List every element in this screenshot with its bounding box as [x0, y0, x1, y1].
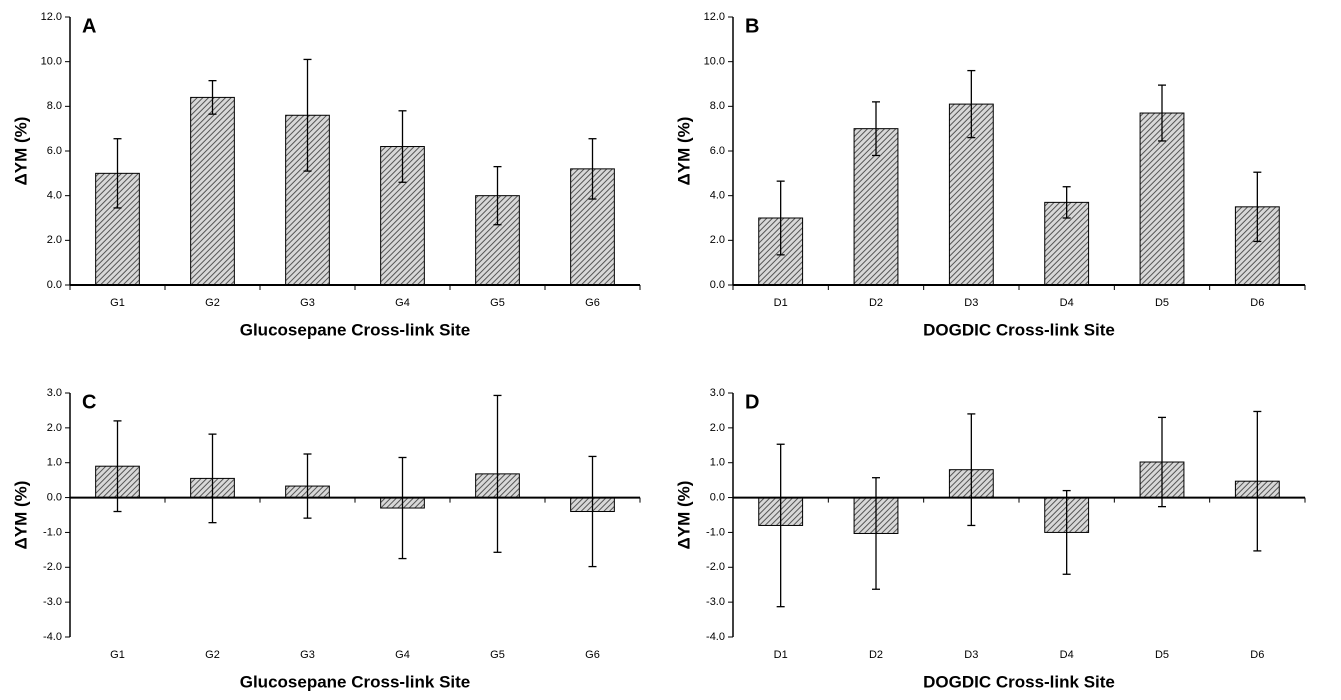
x-axis-label: DOGDIC Cross-link Site — [923, 320, 1115, 339]
error-bar — [1158, 84, 1166, 142]
error-bar — [208, 80, 217, 115]
y-tick-label: 12.0 — [704, 11, 725, 23]
y-tick-label: -2.0 — [43, 561, 62, 573]
y-tick-label: 4.0 — [47, 190, 62, 202]
error-bar — [208, 433, 217, 524]
error-bar — [776, 443, 785, 608]
y-tick-label: -3.0 — [43, 596, 62, 608]
y-tick-label: 10.0 — [41, 56, 62, 68]
y-tick-label: 0.0 — [47, 491, 62, 503]
y-tick-label: -2.0 — [706, 561, 725, 573]
y-tick-label: -4.0 — [43, 631, 62, 643]
error-bar — [872, 101, 880, 157]
x-axis-label: Glucosepane Cross-link Site — [240, 672, 471, 691]
x-tick-label: G6 — [585, 297, 600, 309]
bar — [190, 96, 235, 286]
y-tick-label: 3.0 — [710, 387, 725, 399]
y-tick-label: 2.0 — [710, 234, 725, 246]
y-tick-label: -3.0 — [706, 596, 725, 608]
x-tick-label: G2 — [205, 649, 220, 661]
x-tick-label: G6 — [585, 649, 600, 661]
x-axis-label: DOGDIC Cross-link Site — [923, 672, 1115, 691]
x-tick-label: G3 — [300, 297, 315, 309]
x-axis-label: Glucosepane Cross-link Site — [240, 320, 471, 339]
y-tick-label: 6.0 — [710, 145, 725, 157]
x-tick-label: D6 — [1250, 297, 1264, 309]
error-bar — [1253, 410, 1262, 552]
x-tick-label: D6 — [1250, 649, 1264, 661]
y-tick-label: 2.0 — [710, 422, 725, 434]
y-tick-label: 10.0 — [704, 56, 725, 68]
y-tick-label: 1.0 — [710, 457, 725, 469]
x-tick-label: G5 — [490, 649, 505, 661]
bar — [475, 195, 520, 286]
y-tick-label: 6.0 — [47, 145, 62, 157]
bar — [1139, 112, 1185, 286]
error-bar — [588, 455, 597, 568]
x-tick-label: D2 — [869, 297, 883, 309]
panel-label: B — [745, 15, 759, 37]
x-tick-label: G2 — [205, 297, 220, 309]
x-tick-label: G4 — [395, 649, 410, 661]
x-tick-label: D1 — [774, 649, 788, 661]
error-bar — [588, 138, 597, 200]
panel: A 0.0 2.0 4.0 6.0 8.0 10.0 12.0 ΔYM (%) G1 G2 G3 G4 G… — [11, 11, 641, 339]
error-bar — [967, 69, 976, 139]
error-bar — [113, 138, 122, 209]
y-tick-label: 0.0 — [710, 279, 725, 291]
error-bar — [1253, 171, 1262, 243]
x-tick-label: D4 — [1060, 649, 1074, 661]
x-tick-label: G1 — [110, 297, 125, 309]
x-tick-label: D5 — [1155, 649, 1169, 661]
y-tick-label: 0.0 — [710, 491, 725, 503]
error-bar — [493, 165, 502, 226]
error-bar — [967, 413, 976, 527]
y-tick-label: 2.0 — [47, 234, 62, 246]
x-tick-label: G1 — [110, 649, 125, 661]
error-bar — [303, 453, 312, 519]
x-tick-label: D5 — [1155, 297, 1169, 309]
error-bar — [1062, 489, 1071, 575]
error-bar — [872, 477, 880, 590]
panel-label: A — [82, 15, 96, 37]
panel: B 0.0 2.0 4.0 6.0 8.0 10.0 12.0 ΔYM (%) D1 D2 D3 D4 D… — [674, 11, 1306, 339]
y-tick-label: -4.0 — [706, 631, 725, 643]
error-bar — [776, 180, 785, 256]
error-bar — [303, 58, 312, 172]
x-tick-label: G4 — [395, 297, 410, 309]
y-axis-label: ΔYM (%) — [674, 117, 693, 186]
y-tick-label: 8.0 — [710, 100, 725, 112]
panel-label: D — [745, 391, 759, 413]
error-bar — [1158, 416, 1166, 508]
y-axis-label: ΔYM (%) — [11, 117, 30, 186]
y-tick-label: 1.0 — [47, 457, 62, 469]
error-bar — [493, 394, 502, 553]
panel-label: C — [82, 391, 96, 413]
y-tick-label: 0.0 — [47, 279, 62, 291]
error-bar — [113, 420, 122, 513]
y-tick-label: 8.0 — [47, 100, 62, 112]
x-tick-label: D3 — [964, 297, 978, 309]
x-tick-label: G5 — [490, 297, 505, 309]
x-tick-label: D1 — [774, 297, 788, 309]
y-tick-label: 12.0 — [41, 11, 62, 23]
x-tick-label: D3 — [964, 649, 978, 661]
y-tick-label: -1.0 — [43, 526, 62, 538]
panel: D -4.0 -3.0 -2.0 -1.0 0.0 1.0 2.0 3.0 ΔYM (%) D1 D2… — [674, 387, 1306, 691]
y-axis-label: ΔYM (%) — [11, 481, 30, 550]
y-tick-label: 3.0 — [47, 387, 62, 399]
error-bar — [398, 110, 407, 183]
x-tick-label: D4 — [1060, 297, 1074, 309]
panel: C -4.0 -3.0 -2.0 -1.0 0.0 1.0 2.0 3.0 ΔYM (%) G1 G2… — [11, 387, 641, 691]
y-tick-label: -1.0 — [706, 526, 725, 538]
x-tick-label: D2 — [869, 649, 883, 661]
error-bar — [1062, 186, 1071, 219]
y-tick-label: 2.0 — [47, 422, 62, 434]
y-tick-label: 4.0 — [710, 190, 725, 202]
y-axis-label: ΔYM (%) — [674, 481, 693, 550]
error-bar — [398, 456, 407, 560]
x-tick-label: G3 — [300, 649, 315, 661]
